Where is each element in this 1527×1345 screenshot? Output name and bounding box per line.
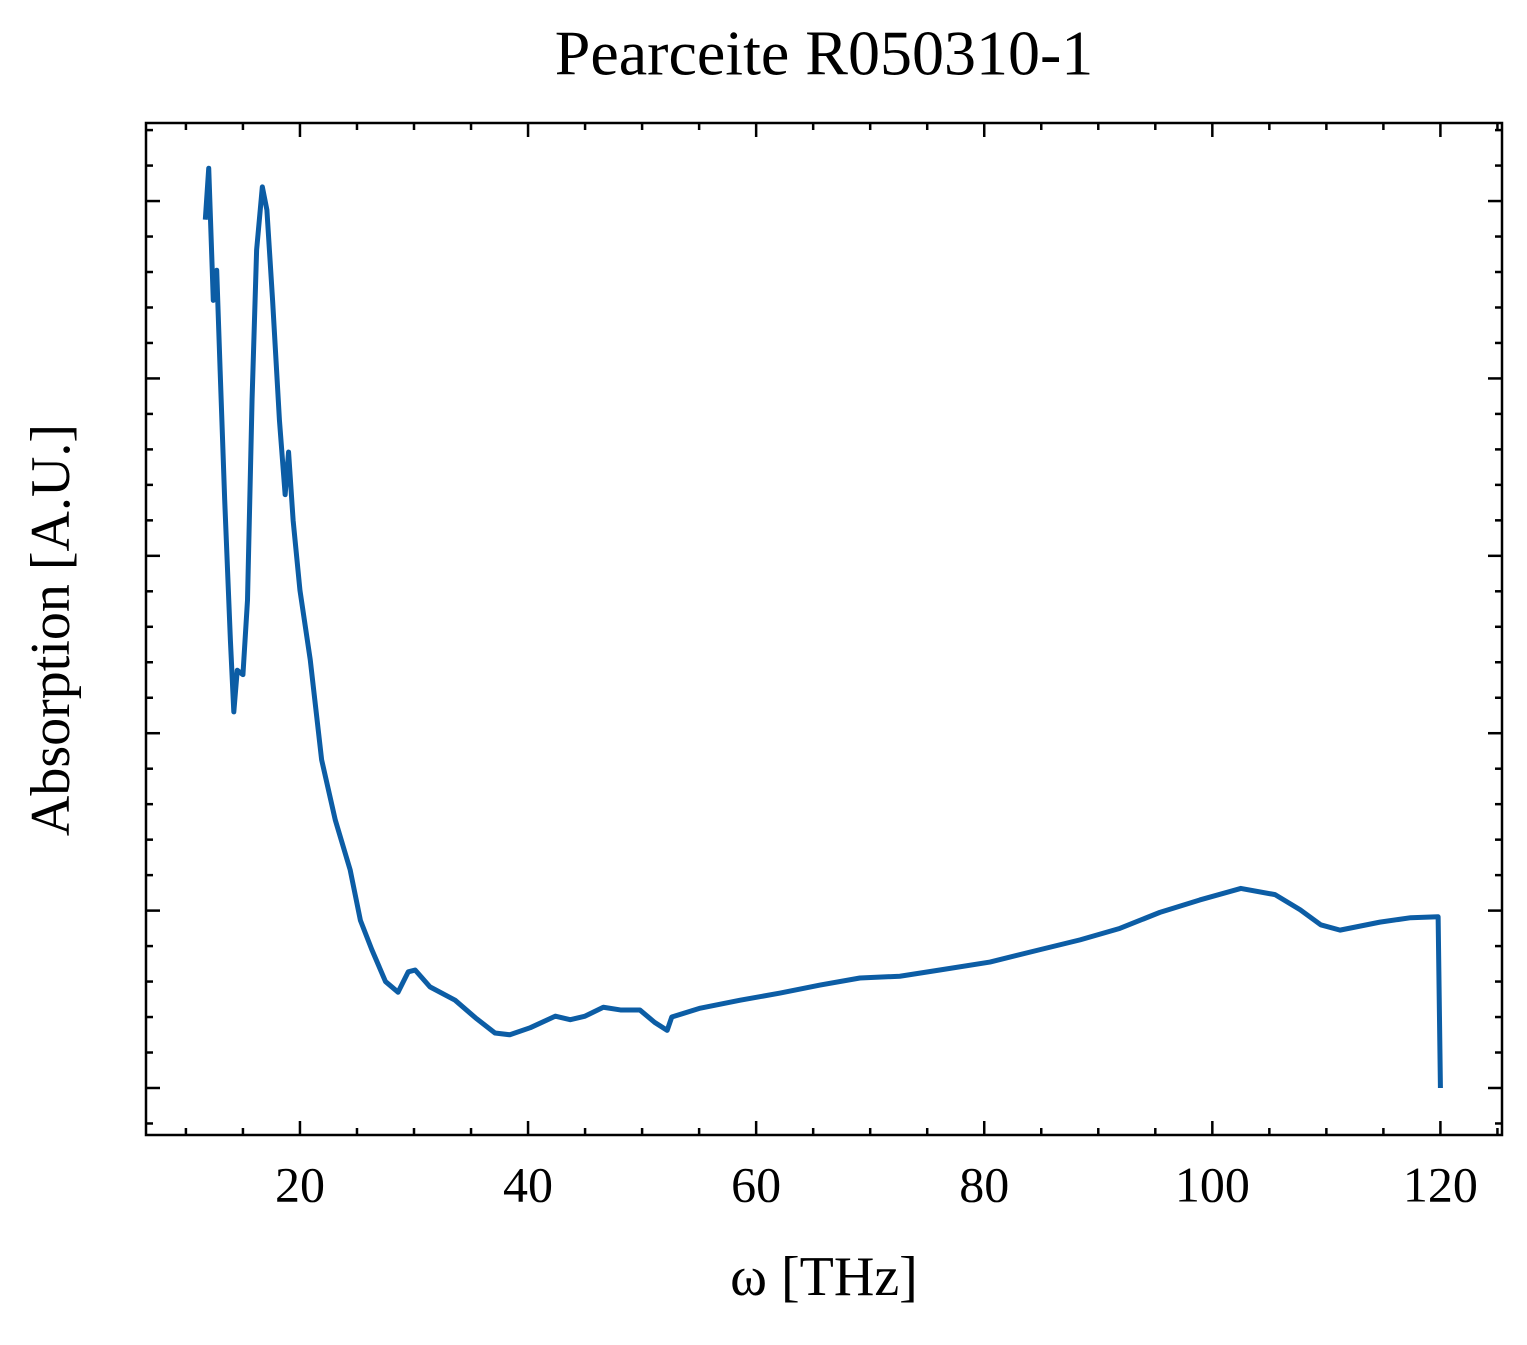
x-tick-label: 40 xyxy=(503,1156,553,1212)
plot-area xyxy=(202,165,1443,1089)
data-line xyxy=(202,165,1443,1089)
y-axis-label: Absorption [A.U.] xyxy=(20,424,82,836)
x-tick-label: 80 xyxy=(959,1156,1009,1212)
x-tick-label: 120 xyxy=(1403,1156,1478,1212)
chart-title: Pearceite R050310-1 xyxy=(555,18,1094,89)
x-tick-label: 20 xyxy=(275,1156,325,1212)
axes-frame xyxy=(144,121,1504,1137)
x-tick-label: 60 xyxy=(731,1156,781,1212)
x-tick-label: 100 xyxy=(1175,1156,1250,1212)
x-axis-label: ω [THz] xyxy=(730,1246,918,1308)
